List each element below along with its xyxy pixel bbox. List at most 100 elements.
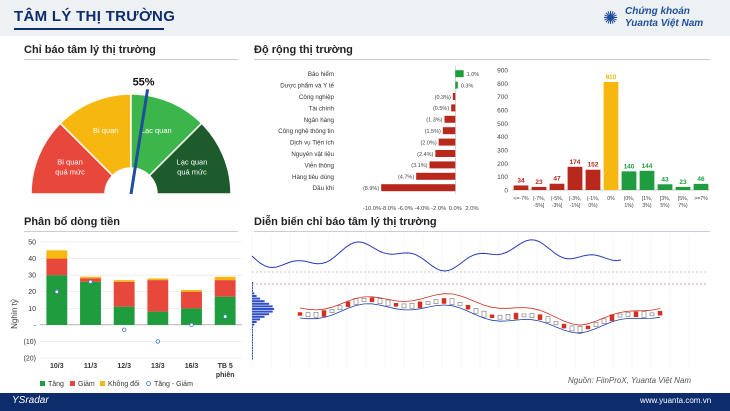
sentiment-line xyxy=(251,239,622,272)
candlestick xyxy=(377,298,383,304)
candlestick xyxy=(393,303,399,307)
sector-axis-tick: -10.0% xyxy=(363,206,381,212)
volume-profile-bar xyxy=(252,328,253,331)
volume-profile-bar xyxy=(252,289,254,292)
section-title-evolution: Diễn biến chỉ báo tâm lý thị trường xyxy=(254,216,437,228)
candlestick xyxy=(321,310,327,317)
breadth-x-tick: (-7%, xyxy=(533,196,545,202)
flow-y-tick: 10 xyxy=(28,306,36,313)
breadth-bar xyxy=(513,185,529,190)
candlestick xyxy=(441,298,447,304)
sector-data-label: 1.0% xyxy=(467,72,480,78)
breadth-y-tick: 300 xyxy=(497,148,508,155)
sector-axis-tick: -6.0% xyxy=(398,206,413,212)
flow-bar-segment xyxy=(46,275,68,325)
breadth-y-tick: 100 xyxy=(497,174,508,181)
candlestick xyxy=(409,303,415,309)
sector-axis-tick: -2.0% xyxy=(431,206,446,212)
logo-text-line1: Chứng khoán xyxy=(625,6,690,17)
candlestick xyxy=(513,312,519,320)
flow-legend-swatch xyxy=(40,381,45,386)
volume-profile-bar xyxy=(252,287,253,290)
candlestick xyxy=(425,301,431,305)
footer-bar: YSradar www.yuanta.com.vn xyxy=(0,393,730,411)
breadth-data-label: 43 xyxy=(661,176,669,183)
breadth-distribution-chart: 34 23 47 174 152 810 140 144 43 23 46 0 100 200 300 40… xyxy=(497,68,710,209)
sector-data-label: (2.0%) xyxy=(420,140,436,146)
volume-profile-bar xyxy=(252,305,273,308)
breadth-x-tick: >=7% xyxy=(694,196,708,202)
gauge-zone-label: Lạc quan xyxy=(141,126,172,135)
candlestick xyxy=(569,325,575,332)
flow-net-point xyxy=(155,339,161,344)
candlestick xyxy=(305,312,311,317)
sector-data-label: (2.4%) xyxy=(417,152,433,158)
candlestick xyxy=(313,311,319,318)
gauge-zone-label: Lạc quan xyxy=(177,158,208,167)
sector-bar xyxy=(455,70,464,78)
candlestick xyxy=(449,298,455,305)
breadth-bar xyxy=(531,186,547,190)
candlestick xyxy=(489,314,495,319)
breadth-data-label: 34 xyxy=(517,177,525,184)
breadth-data-label: 810 xyxy=(606,74,617,81)
breadth-data-label: 140 xyxy=(624,163,635,170)
volume-profile-bar xyxy=(252,323,255,326)
flow-bar-segment xyxy=(113,280,135,282)
breadth-x-tick: 1%) xyxy=(624,203,633,209)
sector-data-label: (3.1%) xyxy=(411,163,427,169)
section-divider xyxy=(24,231,238,232)
breadth-x-tick: -5%] xyxy=(534,203,545,209)
sector-data-label: (1.5%) xyxy=(425,129,441,135)
sector-bar xyxy=(451,104,456,112)
breadth-x-tick: 7%) xyxy=(678,203,687,209)
candlestick xyxy=(465,304,471,310)
candlestick xyxy=(633,311,639,318)
section-divider xyxy=(24,59,238,60)
flow-bar-segment xyxy=(80,281,101,325)
breadth-bar xyxy=(549,183,565,190)
flow-net-point xyxy=(121,327,127,333)
sector-data-label: (1.3%) xyxy=(426,118,442,124)
sector-category-label: Ngân hàng xyxy=(304,117,335,124)
sector-bar xyxy=(442,127,456,135)
sector-axis-tick: -4.0% xyxy=(414,206,429,212)
candlestick xyxy=(497,314,503,320)
volume-profile-bar xyxy=(252,295,257,297)
flow-legend-label: Giảm xyxy=(78,381,95,388)
volume-profile-bar xyxy=(252,326,254,329)
breadth-bar xyxy=(621,171,637,190)
volume-profile-bar xyxy=(252,310,273,313)
flow-x-tick: 10/3 xyxy=(50,363,64,370)
flow-y-tick: (20) xyxy=(24,356,36,363)
candlestick xyxy=(585,325,591,330)
flow-legend-swatch xyxy=(146,381,151,386)
volume-profile-bar xyxy=(252,313,270,316)
flow-bar-segment xyxy=(147,280,169,312)
flow-bar-segment xyxy=(214,276,236,281)
sector-bar xyxy=(452,93,456,100)
moving-average-line xyxy=(299,303,661,334)
top-bar xyxy=(0,0,730,36)
flow-y-tick: 30 xyxy=(28,273,36,280)
candlestick xyxy=(401,303,407,309)
sector-data-label: (0.5%) xyxy=(433,106,449,112)
sector-bar xyxy=(438,138,456,146)
candlestick xyxy=(625,312,631,317)
candlestick xyxy=(641,311,647,318)
breadth-y-tick: 500 xyxy=(497,121,508,128)
breadth-x-tick: 0%) xyxy=(588,203,597,209)
logo-text-line2: Yuanta Việt Nam xyxy=(625,18,704,29)
flow-net-point xyxy=(54,289,60,294)
section-divider xyxy=(254,231,710,232)
flow-bar-segment xyxy=(46,250,68,259)
candlestick xyxy=(297,312,303,316)
flow-bar-segment xyxy=(147,278,169,281)
flow-y-tick: 20 xyxy=(28,289,36,296)
breadth-data-label: 174 xyxy=(570,159,581,166)
candlestick xyxy=(657,310,663,316)
flow-y-axis-label: Nghìn tỷ xyxy=(10,299,19,329)
flow-bar-segment xyxy=(214,296,236,325)
flow-legend-swatch xyxy=(70,381,75,386)
footer-url[interactable]: www.yuanta.com.vn xyxy=(640,396,712,405)
